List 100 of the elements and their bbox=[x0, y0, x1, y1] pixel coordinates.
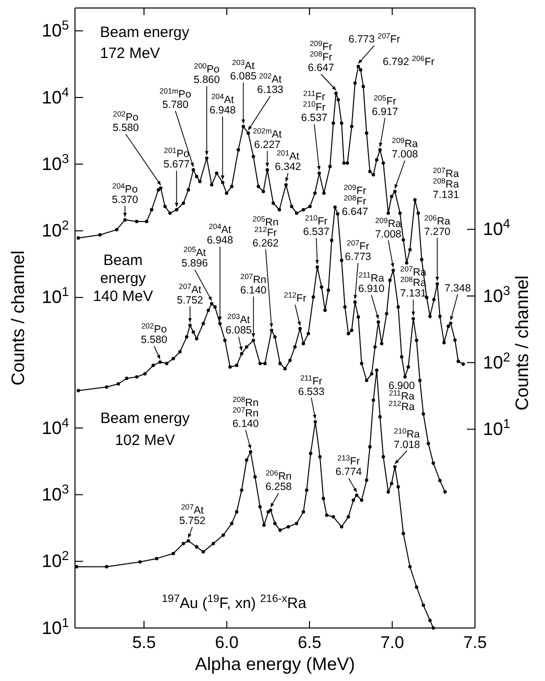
annotation: $^{211}$Ra 6.910 bbox=[358, 270, 385, 295]
point bbox=[286, 525, 290, 528]
annotation: $^{210}$Ra 7.018 bbox=[394, 426, 420, 451]
y-tick-label: 10$^{3}$ bbox=[483, 282, 510, 306]
point bbox=[368, 445, 372, 449]
point bbox=[138, 560, 142, 564]
point bbox=[340, 525, 344, 528]
annotation: $^{210}$Fr 6.537 bbox=[303, 213, 330, 238]
annotation: $^{202}$Po 5.580 bbox=[112, 109, 140, 134]
annotation: $^{207}$At 5.752 bbox=[179, 502, 206, 527]
point bbox=[186, 539, 190, 543]
y-tick-label: 10$^{3}$ bbox=[42, 480, 69, 504]
x-tick-label: 5.5 bbox=[132, 633, 156, 652]
annotation: $^{213}$Fr 6.774 bbox=[336, 453, 362, 478]
point bbox=[390, 482, 394, 486]
y-tick-label: 10$^{5}$ bbox=[42, 17, 69, 41]
point bbox=[393, 465, 397, 468]
annotation: $^{206}$Ra 7.270 bbox=[424, 212, 451, 238]
point bbox=[194, 545, 198, 549]
point bbox=[428, 618, 432, 622]
point bbox=[154, 556, 158, 560]
annotation: $^{204}$Po 5.370 bbox=[112, 180, 138, 206]
y-tick-label: 10$^{1}$ bbox=[483, 416, 510, 440]
point bbox=[396, 485, 400, 489]
point bbox=[422, 603, 426, 607]
annotation: 6.773 $^{207}$Fr bbox=[348, 30, 401, 46]
annotation: 6.792 $^{206}$Fr bbox=[382, 53, 435, 68]
point bbox=[378, 415, 382, 419]
point bbox=[248, 450, 252, 454]
point bbox=[432, 626, 435, 630]
annotation: $^{197}$Au ($^{19}$F, xn) $^{216-x}$Ra bbox=[162, 593, 307, 612]
x-tick-label: 6.0 bbox=[214, 633, 239, 652]
point bbox=[372, 398, 376, 402]
point bbox=[222, 533, 225, 537]
annotation: $^{209}$Ra 7.008 bbox=[392, 135, 418, 160]
point bbox=[305, 488, 308, 492]
annotation: Beam energy 140 MeV bbox=[92, 252, 154, 305]
point bbox=[278, 528, 282, 532]
annotation: $^{211}$Fr 6.533 bbox=[298, 372, 325, 398]
point bbox=[172, 552, 175, 556]
point bbox=[182, 542, 186, 546]
point bbox=[253, 475, 257, 479]
point bbox=[258, 505, 262, 508]
point bbox=[240, 488, 244, 492]
point bbox=[414, 585, 418, 589]
annotation: $^{202}$At 6.133 bbox=[257, 71, 284, 96]
point bbox=[212, 542, 216, 546]
x-tick-label: 6.5 bbox=[298, 633, 322, 652]
point bbox=[314, 420, 317, 424]
annotation: $^{207}$Rn 6.140 bbox=[240, 271, 267, 296]
annotation: $^{200}$Po 5.860 bbox=[194, 61, 220, 86]
annotation: Beam energy 172 MeV bbox=[100, 24, 190, 62]
point bbox=[408, 565, 412, 568]
annotation: $^{202}$Po 5.580 bbox=[140, 321, 168, 346]
annotation: 7.348 bbox=[444, 282, 471, 294]
point bbox=[364, 478, 368, 482]
annotation: Beam energy 102 MeV bbox=[100, 410, 190, 449]
point bbox=[104, 565, 108, 568]
y-tick-label: 10$^{4}$ bbox=[42, 84, 69, 108]
point bbox=[352, 498, 356, 502]
point bbox=[325, 513, 328, 517]
x-axis-title: Alpha energy (MeV) bbox=[194, 654, 356, 674]
point bbox=[268, 508, 272, 512]
y-tick-label: 10$^{2}$ bbox=[42, 548, 69, 572]
annotation: $^{206}$Rn 6.258 bbox=[265, 468, 292, 494]
point bbox=[273, 522, 277, 526]
y-tick-label: 10$^{4}$ bbox=[483, 216, 510, 240]
point bbox=[332, 515, 336, 518]
annotation: $^{201m}$Po 5.780 bbox=[159, 86, 192, 111]
point bbox=[294, 522, 298, 526]
y-tick-label: 10$^{2}$ bbox=[42, 217, 69, 241]
annotation: $^{212}$Fr bbox=[284, 290, 307, 305]
point bbox=[266, 510, 270, 514]
y-axis-title: Counts / channel bbox=[8, 250, 28, 386]
y-tick-label: 10$^{1}$ bbox=[42, 614, 69, 638]
y-tick-label: 10$^{2}$ bbox=[483, 348, 510, 372]
annotation: $^{207}$At 5.752 bbox=[176, 281, 204, 306]
x-tick-label: 7.0 bbox=[380, 633, 404, 652]
y-tick-label: 10$^{3}$ bbox=[42, 150, 69, 174]
y-tick-label: 10$^{4}$ bbox=[42, 414, 69, 438]
point bbox=[360, 498, 364, 502]
point bbox=[382, 455, 386, 458]
annotation: $^{201}$Po 5.677 bbox=[163, 146, 190, 171]
point bbox=[308, 452, 312, 456]
annotation: $^{203}$At 6.085 bbox=[226, 312, 252, 337]
point bbox=[230, 522, 234, 526]
point bbox=[202, 550, 205, 554]
point bbox=[318, 455, 322, 458]
point bbox=[354, 493, 358, 497]
point bbox=[375, 368, 378, 372]
annotation: $^{204}$At 6.948 bbox=[209, 91, 236, 116]
point bbox=[302, 510, 306, 514]
point bbox=[244, 458, 248, 462]
point bbox=[402, 532, 406, 536]
annotation: $^{207}$Fr 6.773 bbox=[344, 238, 372, 263]
point bbox=[234, 510, 238, 514]
point bbox=[322, 496, 326, 500]
point bbox=[346, 515, 350, 518]
annotation: $^{205}$Fr 6.917 bbox=[372, 92, 398, 118]
point bbox=[386, 490, 390, 494]
